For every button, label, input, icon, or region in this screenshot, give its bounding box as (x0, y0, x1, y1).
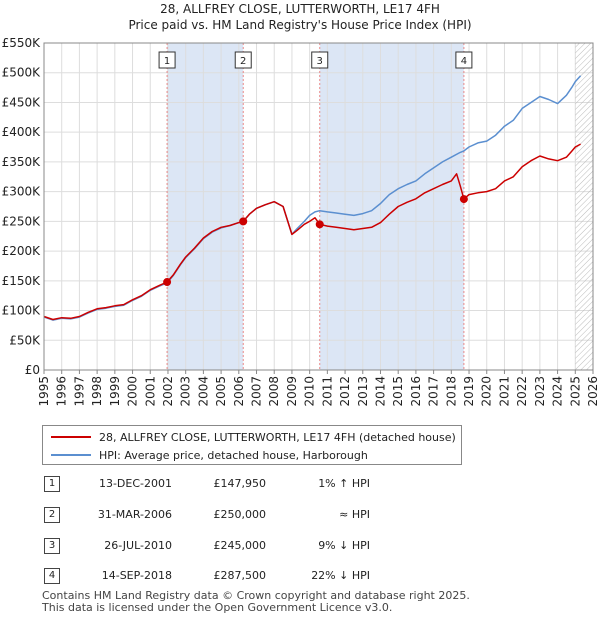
x-tick-label: 2016 (409, 376, 423, 407)
sale-number-label: 3 (317, 56, 323, 67)
y-tick-label: £250K (2, 214, 42, 228)
y-tick-label: £400K (2, 125, 42, 139)
x-tick-label: 2014 (373, 376, 387, 407)
transaction-date: 26-JUL-2010 (104, 539, 172, 552)
legend-label-hpi: HPI: Average price, detached house, Harb… (99, 448, 368, 462)
x-tick-label: 2004 (196, 376, 210, 407)
x-tick-label: 2011 (320, 376, 334, 407)
transaction-number: 1 (44, 476, 60, 492)
y-tick-label: £350K (2, 155, 42, 169)
transaction-price: £245,000 (213, 539, 267, 552)
x-tick-label: 1999 (108, 376, 122, 407)
sale-number-label: 2 (240, 56, 246, 67)
transaction-date: 14-SEP-2018 (101, 569, 172, 582)
x-tick-label: 1997 (72, 376, 86, 407)
transaction-price: £250,000 (213, 508, 267, 521)
footer-license: This data is licensed under the Open Gov… (42, 601, 393, 614)
transaction-hpi: 22% ↓ HPI (311, 569, 370, 582)
sale-number-label: 1 (164, 56, 170, 67)
plot-background (44, 43, 593, 370)
y-tick-label: £200K (2, 244, 42, 258)
y-tick-label: £500K (2, 66, 42, 80)
chart-subtitle: Price paid vs. HM Land Registry's House … (128, 18, 472, 32)
sale-number-box (234, 51, 252, 69)
transaction-row: 1 13-DEC-2001 £147,950 1% ↑ HPI (44, 474, 404, 494)
x-tick-label: 2020 (480, 376, 494, 407)
ownership-span (167, 43, 244, 370)
sale-point (163, 278, 172, 287)
x-tick-label: 2001 (143, 376, 157, 407)
y-tick-label: £150K (2, 274, 42, 288)
x-tick-label: 2000 (126, 376, 140, 407)
chart-title: 28, ALLFREY CLOSE, LUTTERWORTH, LE17 4FH (160, 2, 440, 16)
y-tick-label: £550K (2, 36, 42, 50)
x-tick-label: 2021 (497, 376, 511, 407)
y-tick-label: £50K (9, 333, 41, 347)
x-tick-label: 2012 (338, 376, 352, 407)
x-tick-label: 2019 (462, 376, 476, 407)
sale-number-box (311, 51, 329, 69)
transaction-date: 13-DEC-2001 (98, 477, 172, 490)
x-tick-label: 2026 (586, 376, 600, 407)
x-tick-label: 2013 (356, 376, 370, 407)
y-tick-label: £0 (25, 363, 40, 377)
x-tick-label: 2002 (161, 376, 175, 407)
x-tick-label: 2003 (179, 376, 193, 407)
plot-frame (43, 42, 594, 371)
transaction-number: 3 (44, 538, 60, 554)
x-tick-label: 2022 (515, 376, 529, 407)
x-tick-label: 2017 (427, 376, 441, 407)
legend-item-hpi: HPI: Average price, detached house, Harb… (51, 447, 368, 463)
y-tick-label: £300K (2, 185, 42, 199)
transaction-number: 2 (44, 507, 60, 523)
x-tick-label: 2015 (391, 376, 405, 407)
x-tick-label: 2008 (267, 376, 281, 407)
legend-swatch-hpi (51, 454, 91, 456)
legend: 28, ALLFREY CLOSE, LUTTERWORTH, LE17 4FH… (42, 425, 462, 465)
legend-item-property: 28, ALLFREY CLOSE, LUTTERWORTH, LE17 4FH… (51, 429, 456, 445)
hatched-future-area (575, 43, 593, 370)
x-tick-label: 2024 (551, 376, 565, 407)
sale-point (239, 217, 248, 226)
y-tick-label: £450K (2, 95, 42, 109)
x-tick-label: 2009 (285, 376, 299, 407)
x-tick-label: 2007 (250, 376, 264, 407)
price-chart: 1 2 3 4 £0 £50K £100K £150K £200K £250K £300K £350… (2, 36, 600, 407)
transaction-row: 4 14-SEP-2018 £287,500 22% ↓ HPI (44, 566, 404, 586)
transaction-price: £287,500 (213, 569, 267, 582)
legend-swatch-property (51, 436, 91, 438)
transaction-date: 31-MAR-2006 (97, 508, 172, 521)
legend-label-property: 28, ALLFREY CLOSE, LUTTERWORTH, LE17 4FH… (99, 430, 456, 444)
x-tick-label: 1998 (90, 376, 104, 407)
y-tick-label: £100K (2, 304, 42, 318)
transaction-hpi: 1% ↑ HPI (318, 477, 370, 490)
x-tick-label: 1996 (55, 376, 69, 407)
x-tick-label: 2010 (303, 376, 317, 407)
x-tick-label: 2025 (568, 376, 582, 407)
transaction-hpi: 9% ↓ HPI (318, 539, 370, 552)
x-tick-label: 1995 (37, 376, 51, 407)
transaction-hpi: ≈ HPI (339, 508, 370, 521)
ownership-span (319, 43, 464, 370)
sale-point (459, 195, 468, 204)
sale-point (315, 220, 324, 229)
property-price-line (43, 143, 581, 321)
x-tick-label: 2005 (214, 376, 228, 407)
x-tick-label: 2018 (444, 376, 458, 407)
sale-number-box (158, 51, 176, 69)
transaction-number: 4 (44, 568, 60, 584)
x-tick-label: 2023 (533, 376, 547, 407)
x-tick-label: 2006 (232, 376, 246, 407)
transaction-row: 3 26-JUL-2010 £245,000 9% ↓ HPI (44, 536, 404, 556)
transaction-row: 2 31-MAR-2006 £250,000 ≈ HPI (44, 505, 404, 525)
sale-number-label: 4 (461, 56, 467, 67)
transaction-price: £147,950 (213, 477, 267, 490)
footer-copyright: Contains HM Land Registry data © Crown c… (42, 589, 470, 602)
sale-number-box (455, 51, 473, 69)
